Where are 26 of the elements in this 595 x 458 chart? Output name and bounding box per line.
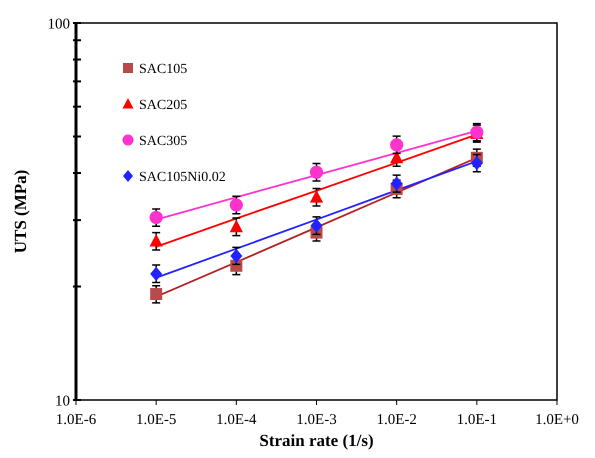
y-axis-title: UTS (MPa): [11, 170, 30, 254]
x-tick-label: 1.0E+0: [535, 412, 579, 428]
legend-label: SAC105: [139, 62, 188, 77]
point: [150, 210, 163, 224]
point: [230, 198, 243, 212]
point: [310, 166, 324, 179]
x-tick-label: 1.0E-4: [216, 412, 258, 428]
point: [230, 220, 243, 232]
point: [150, 234, 163, 246]
point: [390, 138, 404, 152]
point: [310, 190, 324, 203]
point: [150, 266, 162, 282]
y-tick-label: 10: [55, 393, 70, 410]
point: [470, 156, 483, 170]
y-tick-label: 100: [48, 16, 70, 32]
x-tick-label: 1.0E-5: [136, 412, 176, 428]
legend-label: SAC105Ni0.02: [139, 170, 226, 185]
legend-label: SAC205: [139, 98, 188, 113]
legend-label: SAC305: [139, 134, 188, 149]
x-tick-label: 1.0E-2: [376, 412, 417, 428]
x-tick-label: 1.0E-1: [456, 412, 498, 428]
x-tick-label: 1.0E-3: [296, 412, 337, 428]
point: [310, 218, 322, 233]
x-tick-label: 1.0E-6: [56, 412, 97, 428]
point: [150, 288, 162, 300]
x-axis-title: Strain rate (1/s): [259, 431, 374, 450]
